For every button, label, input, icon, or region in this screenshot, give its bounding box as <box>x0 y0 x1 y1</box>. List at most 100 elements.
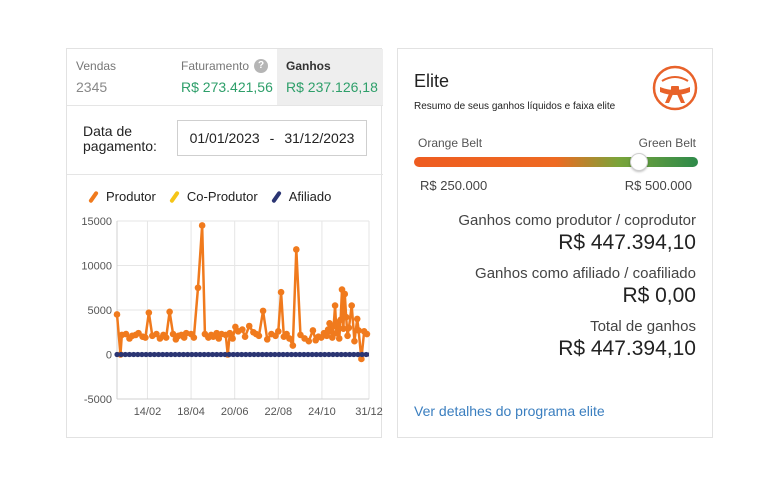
data-point-produtor <box>286 335 293 342</box>
data-point-afiliado <box>293 351 299 358</box>
belt-from-label: Orange Belt <box>418 136 483 150</box>
data-point-produtor <box>305 337 313 345</box>
y-tick-label: -5000 <box>84 394 112 406</box>
data-point-afiliado <box>355 351 361 358</box>
tab-faturamento[interactable]: Faturamento ? R$ 273.421,56 <box>172 49 277 105</box>
total-earnings-label: Total de ganhos <box>590 318 696 335</box>
data-point-afiliado <box>309 351 315 358</box>
total-earnings-value: R$ 447.394,10 <box>558 337 696 360</box>
data-point-produtor <box>335 335 343 342</box>
data-point-afiliado <box>276 351 282 358</box>
data-point-afiliado <box>143 351 149 358</box>
x-tick-label: 18/04 <box>177 406 205 418</box>
data-point-produtor <box>348 302 355 309</box>
vendas-value: 2345 <box>76 79 108 95</box>
legend-item-co-produtor[interactable]: Co-Produtor <box>168 189 258 204</box>
producer-earnings-value: R$ 447.394,10 <box>558 231 696 254</box>
data-point-afiliado <box>226 351 232 358</box>
earnings-chart[interactable]: 15000 10000 5000 0 -5000 14/02 18/04 20/06 22/08… <box>67 209 383 437</box>
data-point-afiliado <box>139 351 145 358</box>
y-tick-label: 5000 <box>88 305 112 317</box>
data-point-produtor <box>342 313 350 321</box>
vendas-label: Vendas <box>76 59 117 73</box>
belt-progress-bar <box>414 157 698 167</box>
stats-tabs: Vendas 2345 Faturamento ? R$ 273.421,56 … <box>67 49 383 106</box>
data-point-afiliado <box>272 351 278 358</box>
data-point-produtor <box>333 329 340 337</box>
legend-label-afiliado: Afiliado <box>288 189 332 204</box>
data-point-produtor <box>293 246 300 253</box>
faturamento-label-row: Faturamento ? <box>181 59 277 73</box>
affiliate-earnings-value: R$ 0,00 <box>622 284 696 307</box>
data-point-afiliado <box>334 351 340 358</box>
elite-belt-logo-icon <box>652 65 698 111</box>
data-point-afiliado <box>147 351 153 358</box>
date-separator: - <box>269 130 275 146</box>
data-point-produtor <box>113 311 121 318</box>
legend-item-afiliado[interactable]: Afiliado <box>270 189 332 204</box>
date-filter-row: Data de pagamento: 01/01/2023 - 31/12/20… <box>67 106 383 175</box>
data-point-afiliado <box>155 351 162 358</box>
data-point-produtor <box>275 328 282 335</box>
belt-from-value: R$ 250.000 <box>420 178 488 193</box>
data-point-afiliado <box>305 351 311 358</box>
legend-swatch-produtor <box>88 190 99 203</box>
date-filter-label: Data de pagamento: <box>83 123 157 154</box>
y-tick-label: 0 <box>106 350 112 362</box>
data-point-afiliado <box>151 351 157 358</box>
data-point-afiliado <box>280 351 286 358</box>
data-point-produtor <box>353 315 361 323</box>
data-point-produtor <box>277 288 285 296</box>
data-point-afiliado <box>193 351 199 358</box>
data-point-produtor <box>344 332 351 340</box>
data-point-produtor <box>166 308 173 316</box>
legend-swatch-afiliado <box>270 190 282 203</box>
data-point-afiliado <box>205 351 211 358</box>
tab-ganhos[interactable]: Ganhos R$ 237.126,18 <box>277 49 383 105</box>
data-point-afiliado <box>180 351 187 358</box>
earnings-card: Vendas 2345 Faturamento ? R$ 273.421,56 … <box>66 48 383 438</box>
data-point-afiliado <box>330 351 336 358</box>
data-point-produtor <box>122 330 130 338</box>
data-point-produtor <box>358 355 365 363</box>
belt-to-value: R$ 500.000 <box>624 178 692 193</box>
data-point-afiliado <box>243 351 249 358</box>
data-point-afiliado <box>326 351 332 358</box>
faturamento-label: Faturamento <box>181 59 250 73</box>
data-point-afiliado <box>189 351 195 358</box>
legend-swatch-co-produtor <box>169 190 180 203</box>
data-point-produtor <box>255 332 263 340</box>
producer-earnings: Ganhos como produtor / coprodutor R$ 447… <box>458 212 696 255</box>
data-point-afiliado <box>338 351 344 358</box>
data-point-produtor <box>323 332 331 340</box>
data-point-produtor <box>142 334 149 341</box>
producer-earnings-label: Ganhos como produtor / coprodutor <box>458 212 696 229</box>
data-point-produtor <box>351 337 358 345</box>
help-icon[interactable]: ? <box>254 59 269 73</box>
data-point-produtor <box>345 324 353 332</box>
data-point-produtor <box>239 326 246 333</box>
data-point-produtor <box>245 322 253 330</box>
elite-details-link[interactable]: Ver detalhes do programa elite <box>414 403 605 419</box>
tab-vendas[interactable]: Vendas 2345 <box>67 49 172 105</box>
date-start: 01/01/2023 <box>189 130 260 146</box>
legend-item-produtor[interactable]: Produtor <box>87 189 156 204</box>
data-point-afiliado <box>209 351 216 358</box>
data-point-produtor <box>331 302 339 309</box>
data-point-afiliado <box>218 351 224 358</box>
data-point-afiliado <box>214 351 220 358</box>
data-point-produtor <box>145 309 153 316</box>
x-tick-label: 20/06 <box>221 406 249 418</box>
data-point-produtor <box>198 222 206 229</box>
belt-to-label: Green Belt <box>638 136 696 150</box>
data-point-afiliado <box>268 351 274 358</box>
data-point-afiliado <box>135 351 141 358</box>
data-point-afiliado <box>251 351 257 358</box>
data-point-produtor <box>229 335 236 342</box>
data-point-produtor <box>190 334 198 341</box>
data-point-afiliado <box>197 351 203 358</box>
date-range-input[interactable]: 01/01/2023 - 31/12/2023 <box>177 120 367 156</box>
data-point-produtor <box>329 334 336 341</box>
data-point-afiliado <box>359 351 365 358</box>
data-point-afiliado <box>114 351 120 358</box>
